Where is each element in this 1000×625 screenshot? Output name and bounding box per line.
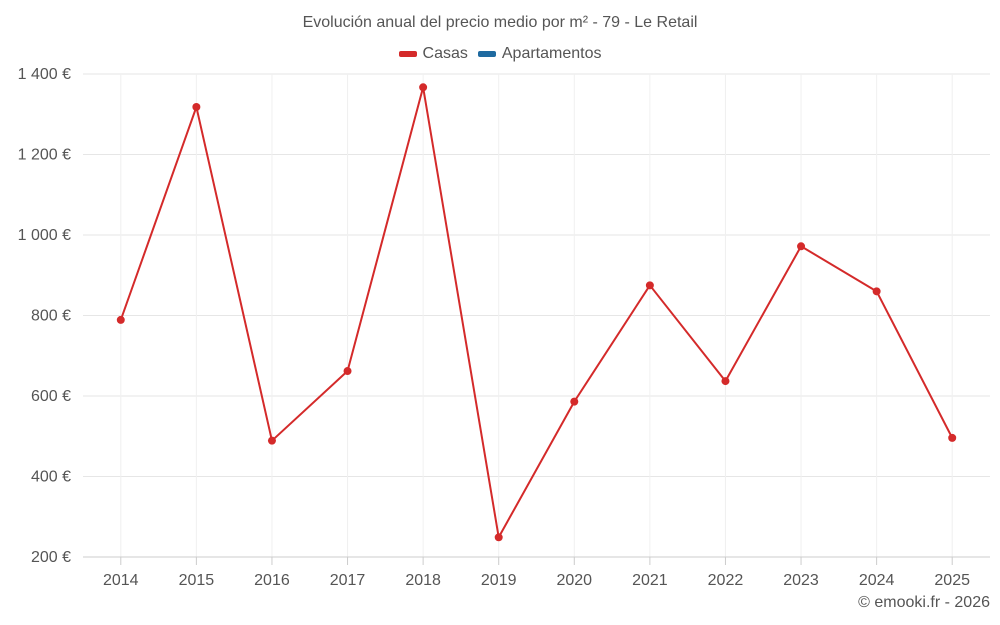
- data-point[interactable]: [872, 287, 881, 296]
- data-point[interactable]: [343, 367, 352, 376]
- data-point[interactable]: [494, 533, 503, 542]
- legend-item-apartamentos[interactable]: Apartamentos: [477, 45, 602, 63]
- data-point[interactable]: [948, 433, 957, 442]
- data-point[interactable]: [419, 83, 428, 92]
- credits[interactable]: © emooki.fr - 2026: [858, 594, 990, 611]
- y-tick-label: 200 €: [31, 549, 71, 566]
- x-tick-label: 2014: [103, 572, 139, 589]
- data-point[interactable]: [645, 281, 654, 290]
- data-point[interactable]: [267, 436, 276, 445]
- x-tick-label: 2019: [481, 572, 517, 589]
- data-point[interactable]: [721, 377, 730, 386]
- grid: [83, 73, 990, 557]
- x-tick-label: 2023: [783, 572, 819, 589]
- data-point[interactable]: [570, 397, 579, 406]
- chart-title: Evolución anual del precio medio por m² …: [302, 14, 698, 31]
- series: [116, 83, 957, 542]
- x-tick-label: 2021: [632, 572, 668, 589]
- x-tick-label: 2025: [934, 572, 970, 589]
- legend-label-casas: Casas: [422, 45, 468, 62]
- x-tick-label: 2015: [179, 572, 215, 589]
- axes: 200 € 400 € 600 € 800 € 1 000 € 1 200 € 1 400 …: [18, 66, 990, 589]
- x-tick-label: 2018: [405, 572, 441, 589]
- data-point[interactable]: [116, 315, 125, 324]
- y-tick-label: 400 €: [31, 469, 71, 486]
- legend-swatch-casas: [398, 51, 417, 57]
- y-tick-label: 600 €: [31, 388, 71, 405]
- y-tick-label: 800 €: [31, 308, 71, 325]
- x-tick-label: 2020: [556, 572, 592, 589]
- y-tick-label: 1 200 €: [18, 147, 71, 164]
- data-point[interactable]: [797, 242, 806, 251]
- x-tick-label: 2024: [859, 572, 895, 589]
- legend-item-casas[interactable]: Casas: [398, 45, 468, 63]
- legend-swatch-apartamentos: [477, 51, 496, 57]
- series-line-casas: [119, 86, 954, 539]
- legend: Casas Apartamentos: [0, 45, 1000, 63]
- x-tick-label: 2016: [254, 572, 290, 589]
- x-tick-label: 2022: [708, 572, 744, 589]
- x-tick-label: 2017: [330, 572, 366, 589]
- legend-label-apartamentos: Apartamentos: [501, 45, 602, 62]
- y-tick-label: 1 000 €: [18, 227, 71, 244]
- data-point[interactable]: [192, 103, 201, 112]
- y-tick-label: 1 400 €: [18, 66, 71, 83]
